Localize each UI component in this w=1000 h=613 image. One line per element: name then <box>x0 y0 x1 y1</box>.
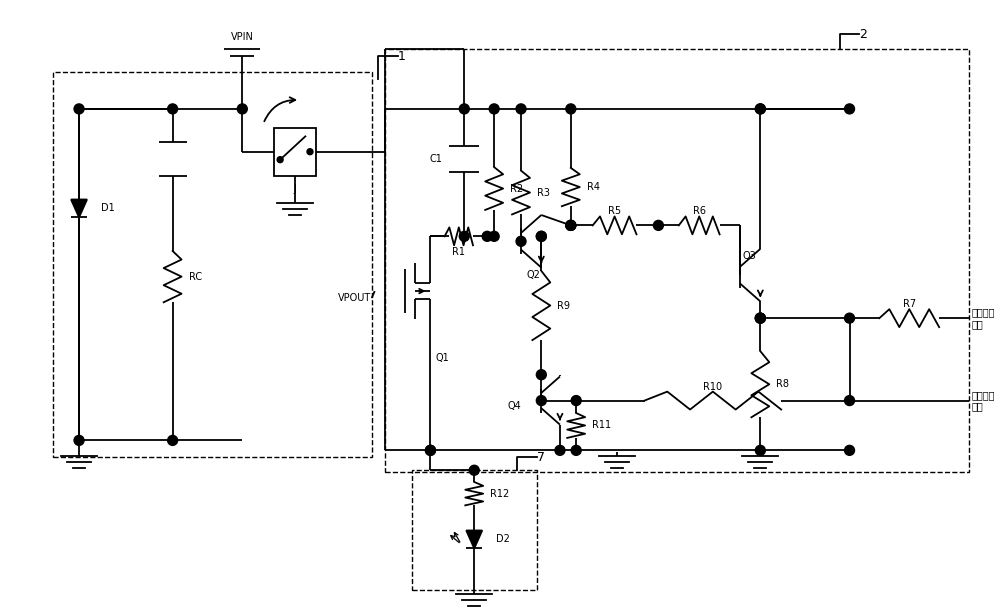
Circle shape <box>845 313 855 323</box>
Text: Q3: Q3 <box>742 251 756 261</box>
Circle shape <box>516 104 526 114</box>
Circle shape <box>755 313 765 323</box>
Text: 次级控制
信号: 次级控制 信号 <box>972 390 995 411</box>
Text: R9: R9 <box>557 300 570 311</box>
Text: R6: R6 <box>693 207 706 216</box>
Circle shape <box>571 395 581 406</box>
Circle shape <box>566 221 576 230</box>
Text: Q4: Q4 <box>508 400 522 411</box>
Circle shape <box>277 157 283 162</box>
Circle shape <box>755 446 765 455</box>
Circle shape <box>516 237 526 246</box>
Text: 7: 7 <box>537 451 545 464</box>
Circle shape <box>459 231 469 242</box>
Text: RC: RC <box>189 272 202 281</box>
Text: J: J <box>294 183 296 194</box>
Circle shape <box>425 446 435 455</box>
Text: R7: R7 <box>903 299 916 309</box>
Circle shape <box>566 221 576 230</box>
Polygon shape <box>466 530 482 549</box>
Bar <box>385 49 969 472</box>
Bar <box>274 128 316 175</box>
Circle shape <box>755 104 765 114</box>
Text: 前级控制
信号: 前级控制 信号 <box>972 307 995 329</box>
Text: R1: R1 <box>452 247 465 257</box>
Circle shape <box>459 104 469 114</box>
Circle shape <box>469 465 479 475</box>
Circle shape <box>566 104 576 114</box>
Text: Q1: Q1 <box>435 353 449 363</box>
Text: R12: R12 <box>490 489 509 498</box>
Circle shape <box>755 104 765 114</box>
Circle shape <box>845 395 855 406</box>
Text: R5: R5 <box>608 207 621 216</box>
Circle shape <box>571 446 581 455</box>
Circle shape <box>536 231 546 242</box>
Circle shape <box>555 446 565 455</box>
Text: R3: R3 <box>537 188 550 197</box>
Circle shape <box>536 231 546 242</box>
Text: R8: R8 <box>776 379 789 389</box>
Polygon shape <box>71 199 87 218</box>
Circle shape <box>653 221 663 230</box>
Text: C1: C1 <box>430 154 442 164</box>
Text: D1: D1 <box>101 204 115 213</box>
Circle shape <box>845 104 855 114</box>
Text: VPOUT: VPOUT <box>338 293 371 303</box>
Circle shape <box>425 446 435 455</box>
Text: R10: R10 <box>703 382 722 392</box>
Circle shape <box>566 221 576 230</box>
Text: R2: R2 <box>510 183 523 194</box>
Circle shape <box>307 149 313 154</box>
Text: 1: 1 <box>398 50 405 63</box>
Circle shape <box>845 446 855 455</box>
Circle shape <box>74 435 84 446</box>
Circle shape <box>755 313 765 323</box>
Text: 2: 2 <box>859 28 867 40</box>
Circle shape <box>482 231 492 242</box>
Bar <box>412 470 537 590</box>
Circle shape <box>168 435 178 446</box>
Text: VPIN: VPIN <box>231 32 254 42</box>
Bar <box>53 72 372 457</box>
Circle shape <box>237 104 247 114</box>
Text: R4: R4 <box>587 182 600 192</box>
Circle shape <box>755 313 765 323</box>
Circle shape <box>168 104 178 114</box>
Circle shape <box>536 395 546 406</box>
Text: R11: R11 <box>592 421 611 430</box>
Text: D2: D2 <box>496 535 510 544</box>
Text: Q2: Q2 <box>526 270 540 280</box>
Circle shape <box>489 104 499 114</box>
Circle shape <box>536 370 546 379</box>
Circle shape <box>74 104 84 114</box>
Circle shape <box>489 231 499 242</box>
